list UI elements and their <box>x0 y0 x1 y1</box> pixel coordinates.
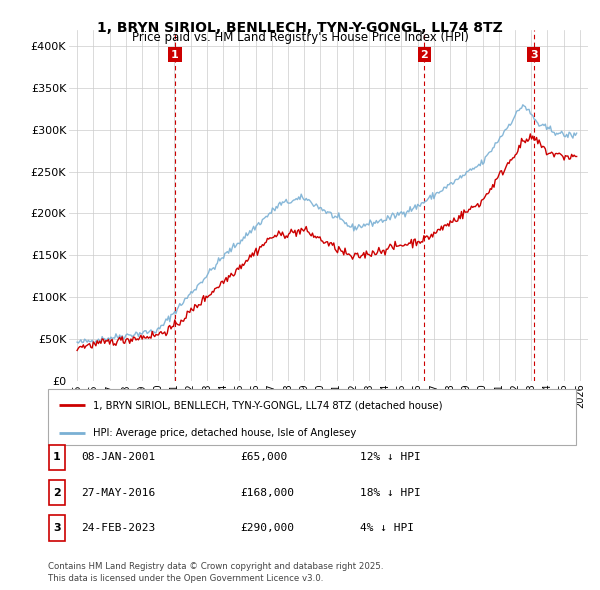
Text: HPI: Average price, detached house, Isle of Anglesey: HPI: Average price, detached house, Isle… <box>93 428 356 438</box>
Text: 24-FEB-2023: 24-FEB-2023 <box>81 523 155 533</box>
Text: £168,000: £168,000 <box>240 488 294 497</box>
Text: 27-MAY-2016: 27-MAY-2016 <box>81 488 155 497</box>
Text: 18% ↓ HPI: 18% ↓ HPI <box>360 488 421 497</box>
Text: 12% ↓ HPI: 12% ↓ HPI <box>360 453 421 462</box>
Text: 3: 3 <box>53 523 61 533</box>
Text: 1, BRYN SIRIOL, BENLLECH, TYN-Y-GONGL, LL74 8TZ: 1, BRYN SIRIOL, BENLLECH, TYN-Y-GONGL, L… <box>97 21 503 35</box>
Text: 2: 2 <box>53 488 61 497</box>
Text: £65,000: £65,000 <box>240 453 287 462</box>
Text: Contains HM Land Registry data © Crown copyright and database right 2025.
This d: Contains HM Land Registry data © Crown c… <box>48 562 383 583</box>
Text: 08-JAN-2001: 08-JAN-2001 <box>81 453 155 462</box>
Text: 3: 3 <box>530 50 538 60</box>
Text: Price paid vs. HM Land Registry's House Price Index (HPI): Price paid vs. HM Land Registry's House … <box>131 31 469 44</box>
Text: 2: 2 <box>421 50 428 60</box>
Text: 1, BRYN SIRIOL, BENLLECH, TYN-Y-GONGL, LL74 8TZ (detached house): 1, BRYN SIRIOL, BENLLECH, TYN-Y-GONGL, L… <box>93 400 442 410</box>
Text: 4% ↓ HPI: 4% ↓ HPI <box>360 523 414 533</box>
Text: £290,000: £290,000 <box>240 523 294 533</box>
Text: 1: 1 <box>171 50 179 60</box>
Text: 1: 1 <box>53 453 61 462</box>
